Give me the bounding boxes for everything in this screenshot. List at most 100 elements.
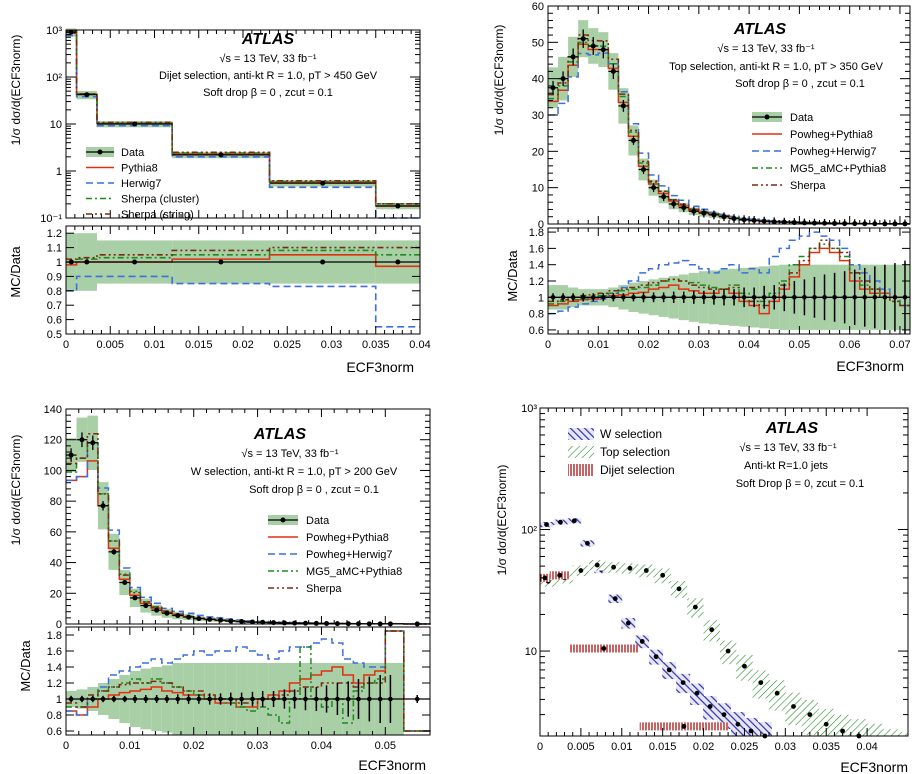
w-selection-legend-label: W selection [600,427,662,441]
w-ratio-ytick-label: 1.2 [47,678,62,690]
top-selection-point [774,690,780,696]
top-legend-label: Data [790,112,814,124]
dijet-main-plot: 10⁻¹ 1 10 10² 10³ [40,25,421,225]
top-ratio-point [721,295,727,300]
top-data-point [822,220,828,226]
dijet-atlas-label: ATLAS [241,31,294,48]
w-selection-legend-swatch [568,428,594,440]
top-ratio-point [802,295,807,300]
top-ytick-label: 10 [532,183,544,195]
w-xlabel: ECF3norm [358,757,426,773]
w-data-point [68,452,74,458]
w-legend-swatch [280,517,286,523]
w-ratio-point [164,696,170,702]
comparison-main-plot: 0 0.005 0.01 0.015 0.02 0.025 0.03 0.035 0.04 10 1… [521,403,909,753]
top-ratio-point [580,295,586,300]
w-ratio-point [324,696,329,702]
top-data-point [570,54,576,60]
w-data-point [186,614,192,620]
top-selection-point [840,728,845,734]
top-ratio-xtick-label: 0.02 [638,339,659,351]
comparison-legend: W selection Top selection Dijet selection [568,427,675,477]
top-data-point [641,167,647,172]
top-ratio-point [570,295,576,300]
top-ratio-point [621,295,626,300]
w-ratio-point [90,696,96,702]
top-ratio-plot: 0 0.01 0.02 0.03 0.04 0.05 0.06 0.07 0.6 0.8 1 1.2 1… [529,227,911,351]
comparison-xtick-label: 0.04 [856,741,877,753]
top-legend: Data Powheg+Pythia8 Powheg+Herwig7 MG5_aMC+… [752,112,886,192]
top-data-point [731,216,737,222]
w-data-point [313,620,319,626]
top-ratio-point [751,295,757,300]
top-ratio-ytick-label: 1.8 [529,227,544,239]
top-ratio-point [882,295,888,300]
w-ratio-point [314,696,319,702]
top-ratio-xtick-label: 0.05 [789,339,810,351]
dijet-ratio-point [84,259,90,265]
top-ratio-point [590,295,596,300]
dijet-ratio-xtick-label: 0 [63,339,69,351]
top-legend-label: Powheg+Pythia8 [790,129,873,141]
w-ytick-label: 140 [44,404,62,416]
w-selection-point [680,680,686,686]
dijet-ratio-line [66,254,420,268]
dijet-ratio-point [320,259,326,265]
dijet-ratio-ytick-label: 0.6 [47,315,62,327]
top-selection-point [709,627,715,633]
w-ratio-point [388,696,393,702]
top-data-point [691,208,697,214]
top-data-point [741,217,747,223]
dijet-selection-point [601,646,607,651]
dijet-ratio-line [66,246,420,260]
dijet-ratio-ylabel: MC/Data [8,246,23,298]
top-selection-band [834,714,851,736]
w-legend: Data Powheg+Pythia8 Powheg+Herwig7 MG5_aMC+… [268,515,402,595]
w-ylabel: 1/σ dσ/d(ECF3norm) [9,435,23,546]
w-ratio-point [186,696,191,702]
top-ytick-label: 40 [532,74,544,86]
top-ratio-point [822,295,827,300]
top-ratio-point [731,295,737,300]
top-selection-point [578,568,584,573]
dijet-selection-legend-label: Dijet selection [600,463,675,477]
top-ytick-label: 60 [532,1,544,13]
w-data-point [196,616,202,622]
w-ytick-label: 80 [50,496,62,508]
top-legend-swatch [764,114,770,120]
top-ytick-label: 20 [532,146,544,158]
w-data-point [122,580,128,586]
top-selection-band [899,731,908,736]
w-ratio-point [345,696,351,702]
top-selection-point [725,648,731,654]
w-ratio-xtick-label: 0.03 [247,740,268,752]
top-ratio-point [560,295,566,300]
w-ratio-point [132,696,138,702]
top-data-point [771,219,777,225]
top-legend-label: Sherpa [790,180,826,192]
w-ratio-ytick-label: 1 [56,694,62,706]
w-selection-label: W selection, anti-kt R = 1.0, pT > 200 G… [191,466,398,478]
top-data-point [832,220,838,226]
top-ratio-point [862,295,868,300]
top-selection-point [791,704,796,709]
comparison-xlabel: ECF3norm [840,759,908,774]
top-data-point [671,201,677,207]
w-ratio-ytick-label: 1.4 [47,662,62,674]
dijet-selection-label: Dijet selection, anti-kt R = 1.0, pT > 4… [159,70,378,82]
w-ratio-plot: 0 0.01 0.02 0.03 0.04 0.05 0.6 0.8 1 1.2 1.4 1.6 1.8 [47,626,431,752]
dijet-data-point [395,203,401,209]
top-ratio-xtick-label: 0 [545,339,551,351]
w-ratio-point [377,696,383,702]
top-ratio-ytick-label: 1.6 [529,243,544,255]
w-ratio-point [196,696,202,702]
w-ratio-point [79,696,85,702]
dijet-ratio-xtick-label: 0.01 [144,339,165,351]
w-data-point [143,603,149,609]
top-selection-point [611,564,616,570]
w-ratio-xtick-label: 0.05 [375,740,396,752]
top-selection-band [801,699,819,735]
w-main-plot: 0 20 40 60 80 100 120 140 [44,404,431,631]
top-ratio-line [548,243,910,307]
